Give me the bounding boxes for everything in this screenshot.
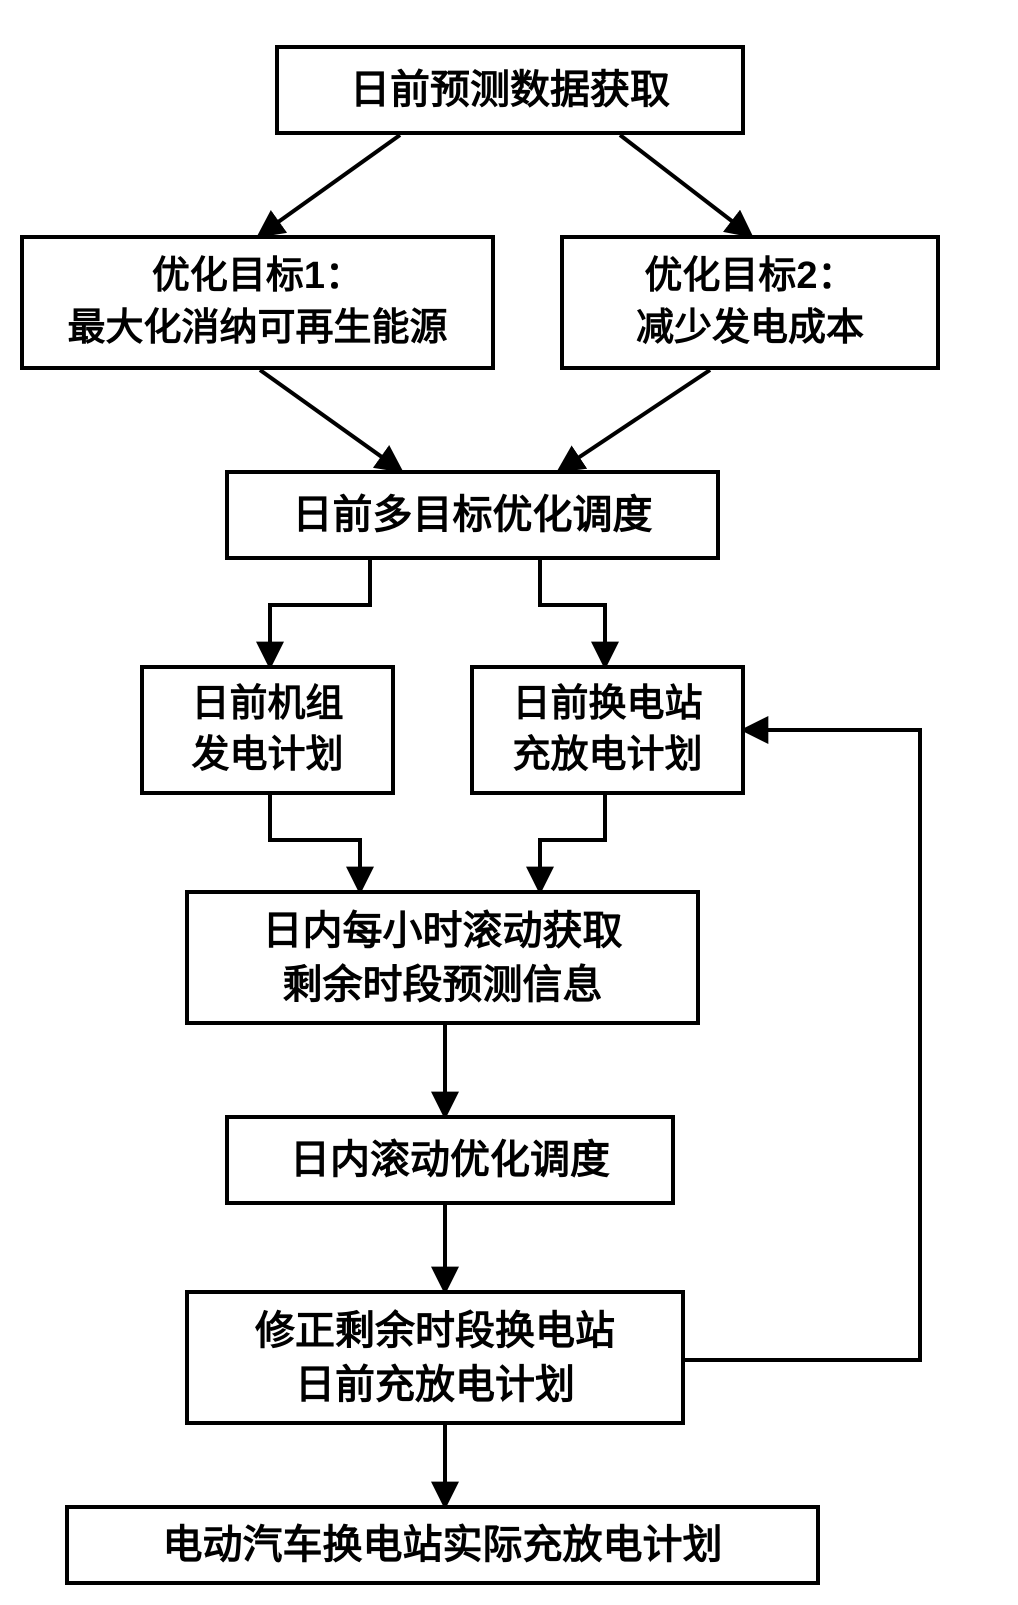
edge-n1-n2: [260, 135, 400, 235]
node-swap-charge-plan: 日前换电站充放电计划: [470, 665, 745, 795]
edge-n5-n7: [270, 795, 360, 890]
node-label: 日前机组发电计划: [191, 679, 343, 782]
node-label: 日前多目标优化调度: [293, 488, 653, 542]
edge-n4-n6: [540, 560, 605, 665]
node-dayahead-dispatch: 日前多目标优化调度: [225, 470, 720, 560]
node-label: 电动汽车换电站实际充放电计划: [163, 1518, 723, 1572]
edge-n2-n4: [260, 370, 400, 470]
node-revise-plan: 修正剩余时段换电站日前充放电计划: [185, 1290, 685, 1425]
node-label: 日内滚动优化调度: [290, 1133, 610, 1187]
node-objective-1: 优化目标1：最大化消纳可再生能源: [20, 235, 495, 370]
node-label: 修正剩余时段换电站日前充放电计划: [255, 1304, 615, 1412]
edge-n4-n5: [270, 560, 370, 665]
node-label: 优化目标2：减少发电成本: [636, 251, 864, 354]
edge-n1-n3: [620, 135, 750, 235]
node-label: 日前预测数据获取: [350, 63, 670, 117]
node-actual-plan: 电动汽车换电站实际充放电计划: [65, 1505, 820, 1585]
edge-n9-n6: [685, 730, 920, 1360]
edge-n3-n4: [560, 370, 710, 470]
edge-n6-n7: [540, 795, 605, 890]
node-data-acquire: 日前预测数据获取: [275, 45, 745, 135]
node-label: 日前换电站充放电计划: [512, 679, 702, 782]
node-unit-gen-plan: 日前机组发电计划: [140, 665, 395, 795]
node-label: 日内每小时滚动获取剩余时段预测信息: [263, 904, 623, 1012]
node-hourly-forecast: 日内每小时滚动获取剩余时段预测信息: [185, 890, 700, 1025]
node-intraday-dispatch: 日内滚动优化调度: [225, 1115, 675, 1205]
node-label: 优化目标1：最大化消纳可再生能源: [67, 251, 447, 354]
flowchart-canvas: 日前预测数据获取 优化目标1：最大化消纳可再生能源 优化目标2：减少发电成本 日…: [0, 0, 1018, 1605]
node-objective-2: 优化目标2：减少发电成本: [560, 235, 940, 370]
